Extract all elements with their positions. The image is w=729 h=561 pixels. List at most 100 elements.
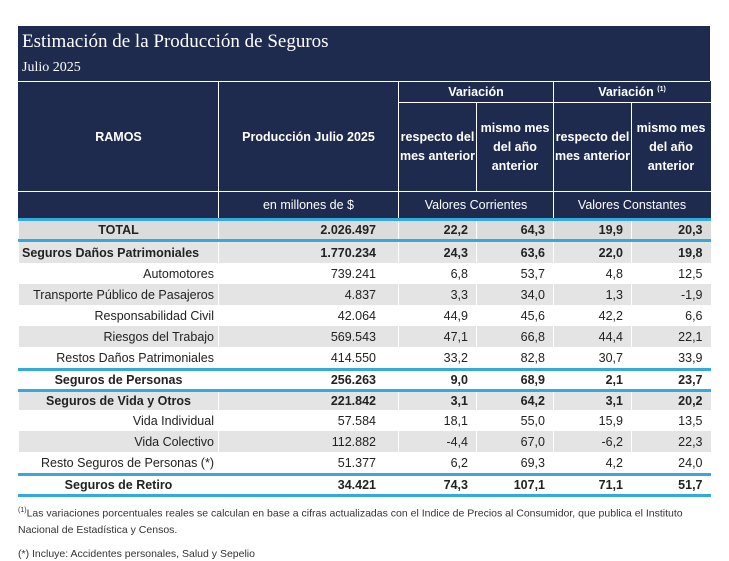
row-c2: -1,9 (630, 284, 711, 305)
row-c1: 4,2 (553, 452, 632, 475)
col-header-ramos: RAMOS (18, 81, 219, 192)
table-row: Transporte Público de Pasajeros 4.837 3,… (18, 284, 711, 305)
table-row: Vida Individual 57.584 18,1 55,0 15,9 13… (18, 410, 711, 431)
title-block: Estimación de la Producción de Seguros J… (18, 26, 710, 81)
row-label: Vida Colectivo (18, 431, 219, 452)
row-v2: 82,8 (476, 347, 554, 370)
row-label: Restos Daños Patrimoniales (18, 347, 219, 370)
report-title: Estimación de la Producción de Seguros (22, 31, 329, 52)
row-v2: 64,2 (476, 389, 554, 410)
row-v1: 9,0 (398, 368, 477, 391)
footnote-text: Las variaciones porcentuales reales se c… (18, 507, 683, 536)
row-c1: 4,8 (553, 263, 632, 284)
row-v2: 107,1 (476, 473, 554, 497)
row-label: Vida Individual (18, 410, 219, 431)
col-header-produccion: Producción Julio 2025 (218, 81, 399, 192)
row-label: Seguros de Vida y Otros (18, 389, 219, 410)
unit-label: en millones de $ (218, 191, 399, 220)
report-period: Julio 2025 (22, 60, 81, 75)
row-c1: 1,3 (553, 284, 632, 305)
row-prod: 42.064 (218, 305, 399, 326)
row-c2: 12,5 (630, 263, 711, 284)
row-v1: 74,3 (398, 473, 477, 497)
table-row: Restos Daños Patrimoniales 414.550 33,2 … (18, 347, 711, 370)
row-label: Responsabilidad Civil (18, 305, 219, 326)
table-row-total: TOTAL 2.026.497 22,2 64,3 19,9 20,3 (18, 218, 711, 242)
table-row: Seguros de Personas 256.263 9,0 68,9 2,1… (18, 368, 711, 391)
row-prod: 739.241 (218, 263, 399, 284)
row-c2: 33,9 (630, 347, 711, 370)
row-v1: 18,1 (398, 410, 477, 431)
row-v1: 24,3 (398, 240, 477, 263)
row-prod: 112.882 (218, 431, 399, 452)
row-prod: 1.770.234 (218, 240, 399, 263)
row-v2: 34,0 (476, 284, 554, 305)
row-label: Transporte Público de Pasajeros (18, 284, 219, 305)
table-row: Riesgos del Trabajo 569.543 47,1 66,8 44… (18, 326, 711, 347)
col-header-mismo-constante: mismo mes del año anterior (630, 102, 712, 192)
row-v1: 3,3 (398, 284, 477, 305)
row-c2: 19,8 (630, 240, 711, 263)
row-label: Resto Seguros de Personas (*) (18, 452, 219, 475)
table-row: Resto Seguros de Personas (*) 51.377 6,2… (18, 452, 711, 475)
row-c2: 20,3 (630, 218, 711, 242)
table-row: Vida Colectivo 112.882 -4,4 67,0 -6,2 22… (18, 431, 711, 452)
row-prod: 57.584 (218, 410, 399, 431)
row-c1: 42,2 (553, 305, 632, 326)
row-c2: 51,7 (630, 473, 711, 497)
row-v2: 53,7 (476, 263, 554, 284)
row-v1: -4,4 (398, 431, 477, 452)
row-label: Riesgos del Trabajo (18, 326, 219, 347)
row-prod: 4.837 (218, 284, 399, 305)
table-row: Automotores 739.241 6,8 53,7 4,8 12,5 (18, 263, 711, 284)
row-v1: 44,9 (398, 305, 477, 326)
production-table: RAMOS Producción Julio 2025 Variación Va… (18, 81, 712, 497)
row-c2: 6,6 (630, 305, 711, 326)
footnote-ipc: (1)Las variaciones porcentuales reales s… (18, 503, 710, 538)
row-v1: 6,8 (398, 263, 477, 284)
row-v1: 22,2 (398, 218, 477, 242)
row-c2: 13,5 (630, 410, 711, 431)
row-c1: 44,4 (553, 326, 632, 347)
table-row: Seguros Daños Patrimoniales 1.770.234 24… (18, 240, 711, 263)
unit-spacer (18, 191, 219, 220)
col-header-respecto-constante: respecto del mes anterior (553, 102, 632, 192)
row-label: Automotores (18, 263, 219, 284)
row-label: Seguros de Personas (18, 368, 219, 391)
valores-constantes-label: Valores Constantes (552, 191, 712, 220)
row-prod: 221.842 (218, 389, 399, 410)
footnote-marker: (1) (18, 507, 27, 514)
row-v2: 69,3 (476, 452, 554, 475)
row-prod: 51.377 (218, 452, 399, 475)
row-c1: 19,9 (553, 218, 632, 242)
table-row: Seguros de Retiro 34.421 74,3 107,1 71,1… (18, 473, 711, 497)
row-c1: -6,2 (553, 431, 632, 452)
row-prod: 34.421 (218, 473, 399, 497)
row-label: Seguros de Retiro (18, 473, 219, 497)
row-v2: 64,3 (476, 218, 554, 242)
col-header-mismo-corriente: mismo mes del año anterior (476, 102, 554, 192)
row-c1: 30,7 (553, 347, 632, 370)
row-v1: 33,2 (398, 347, 477, 370)
valores-corrientes-label: Valores Corrientes (398, 191, 554, 220)
row-c1: 22,0 (553, 240, 632, 263)
row-c2: 22,1 (630, 326, 711, 347)
row-c1: 3,1 (553, 389, 632, 410)
row-v1: 6,2 (398, 452, 477, 475)
row-v1: 3,1 (398, 389, 477, 410)
row-v2: 68,9 (476, 368, 554, 391)
row-v2: 63,6 (476, 240, 554, 263)
footnote-includes: (*) Incluye: Accidentes personales, Salu… (18, 547, 255, 560)
table-row: Responsabilidad Civil 42.064 44,9 45,6 4… (18, 305, 711, 326)
row-prod: 2.026.497 (218, 218, 399, 242)
row-prod: 569.543 (218, 326, 399, 347)
row-prod: 414.550 (218, 347, 399, 370)
row-v1: 47,1 (398, 326, 477, 347)
row-v2: 66,8 (476, 326, 554, 347)
row-c2: 24,0 (630, 452, 711, 475)
row-c2: 20,2 (630, 389, 711, 410)
col-header-respecto-corriente: respecto del mes anterior (398, 102, 477, 192)
row-v2: 45,6 (476, 305, 554, 326)
row-c1: 15,9 (553, 410, 632, 431)
report-container: Estimación de la Producción de Seguros J… (18, 26, 712, 560)
